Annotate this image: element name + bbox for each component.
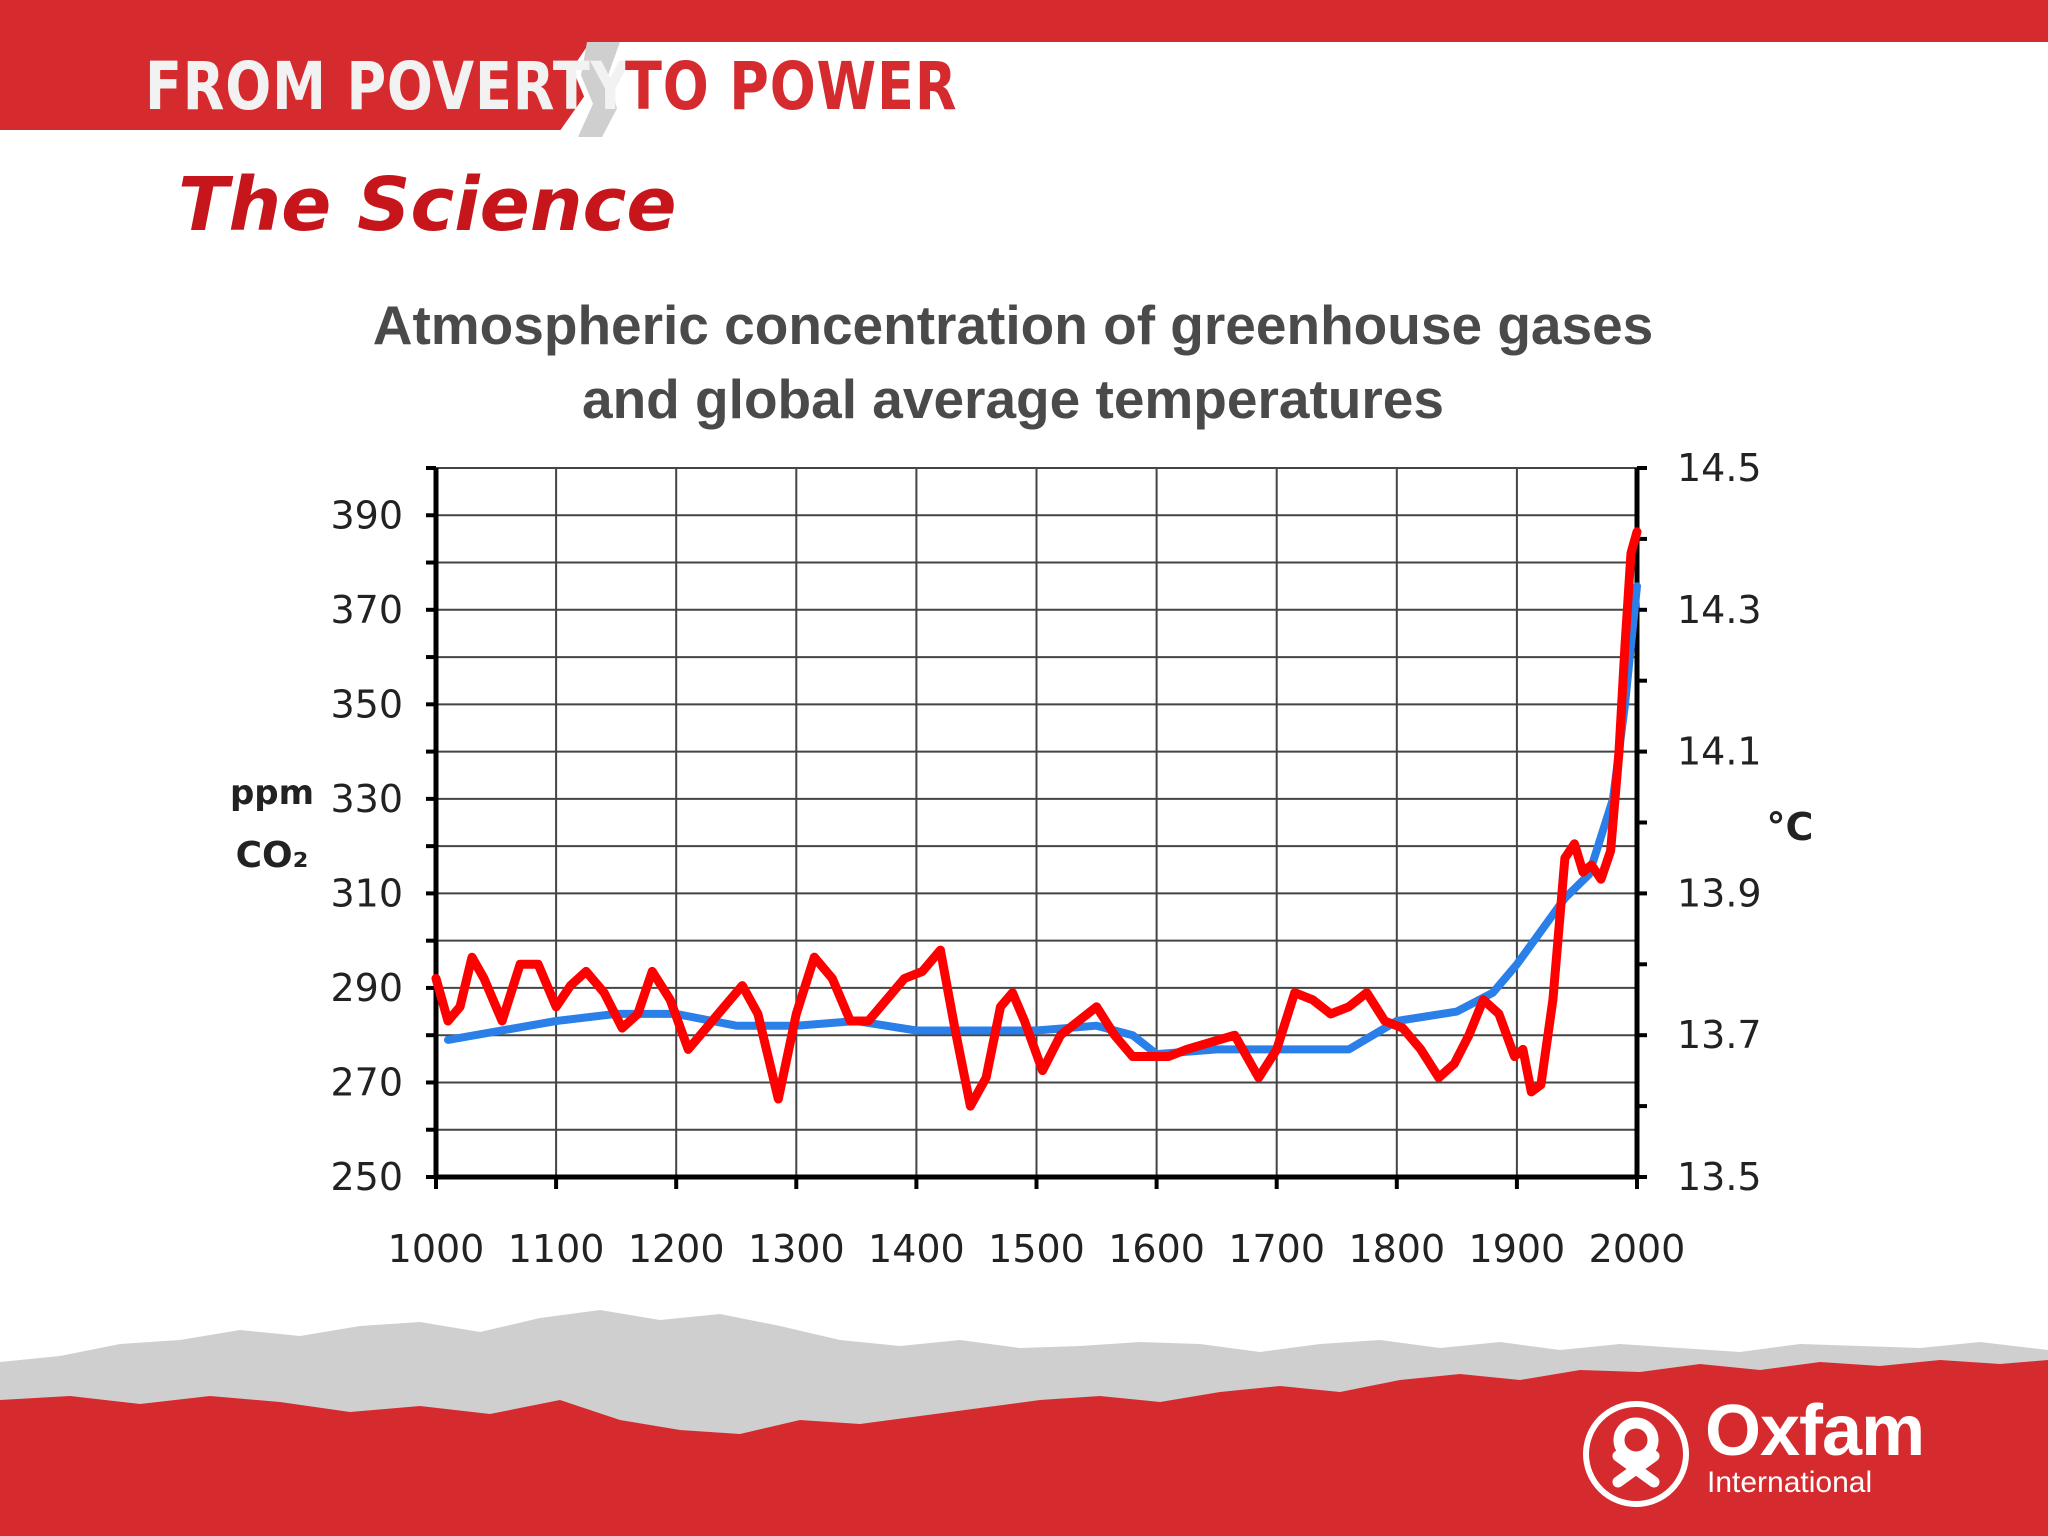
y-left-tick-label: 310 (330, 871, 403, 915)
x-tick-label: 1800 (1348, 1227, 1445, 1271)
y-left-tick-label: 250 (330, 1155, 403, 1199)
chart-title-line1: Atmospheric concentration of greenhouse … (372, 294, 1654, 356)
y-left-tick-label: 370 (330, 588, 403, 632)
x-tick-label: 1000 (388, 1227, 485, 1271)
y-left-tick-label: 290 (330, 966, 403, 1010)
y-right-tick-label: 14.3 (1677, 588, 1762, 632)
temperature-series-line (431, 527, 1642, 1111)
y-right-tick-label: 13.5 (1677, 1155, 1762, 1199)
x-tick-label: 1700 (1228, 1227, 1325, 1271)
oxfam-logo-subtitle: International (1707, 1466, 1873, 1499)
top-banner-band (0, 0, 2048, 42)
y-left-axis-label-gas: CO₂ (236, 835, 309, 876)
brand-title-part2: TO POWER (625, 48, 958, 125)
section-title: The Science (178, 162, 677, 248)
brand-title-part1: FROM POVERTY (145, 48, 631, 125)
y-right-tick-label: 14.5 (1677, 446, 1762, 490)
y-right-tick-label: 13.7 (1677, 1013, 1762, 1057)
x-tick-label: 1600 (1108, 1227, 1205, 1271)
chart-title: Atmospheric concentration of greenhouse … (0, 288, 2026, 436)
x-tick-label: 1500 (988, 1227, 1085, 1271)
y-right-axis-label: °C (1767, 805, 1814, 849)
chart-title-line2: and global average temperatures (582, 368, 1444, 430)
y-right-tick-label: 13.9 (1677, 871, 1762, 915)
x-tick-label: 1300 (748, 1227, 845, 1271)
y-left-tick-label: 350 (330, 682, 403, 726)
x-tick-label: 1200 (628, 1227, 725, 1271)
x-tick-label: 1900 (1469, 1227, 1566, 1271)
y-left-tick-label: 330 (330, 777, 403, 821)
x-tick-label: 1100 (508, 1227, 605, 1271)
x-tick-label: 2000 (1589, 1227, 1686, 1271)
y-left-axis-label-unit: ppm (230, 773, 314, 813)
y-right-tick-label: 14.1 (1677, 730, 1762, 774)
y-left-tick-label: 390 (330, 493, 403, 537)
brand-banner-red (0, 42, 590, 130)
x-tick-label: 1400 (868, 1227, 965, 1271)
oxfam-logo-word: Oxfam (1705, 1391, 1925, 1471)
y-left-tick-label: 270 (330, 1060, 403, 1104)
oxfam-figure-icon (1583, 1401, 1689, 1507)
co2-temperature-chart: 250 270 290 310 330 350 370 390 13.5 13.7 13.9 14.1… (230, 446, 1814, 1271)
